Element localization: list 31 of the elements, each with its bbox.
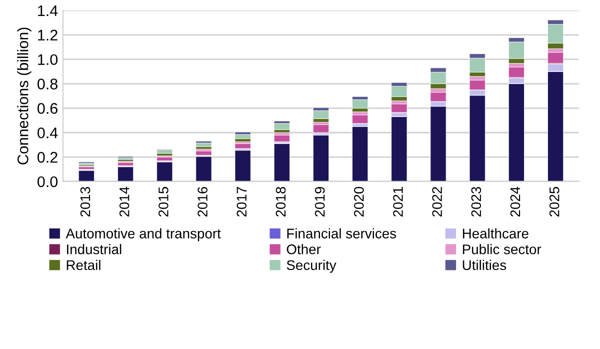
x-tick-label: 2019 xyxy=(314,186,325,217)
legend-label: Automotive and transport xyxy=(66,228,221,242)
x-tick-label: 2023 xyxy=(471,186,482,217)
y-tick-label: 1.4 xyxy=(38,5,58,16)
x-tick-label: 2016 xyxy=(198,186,208,217)
y-tick-label: 0.4 xyxy=(38,127,58,138)
legend-label: Utilities xyxy=(462,260,506,270)
x-tick-label: 2022 xyxy=(432,187,442,217)
x-tick-label: 2024 xyxy=(510,186,520,217)
legend-label: Financial services xyxy=(287,228,396,238)
legend-label: Public sector xyxy=(462,244,542,254)
legend-label: Security xyxy=(286,260,336,273)
legend-label: Healthcare xyxy=(462,228,528,238)
y-tick-label: 0.8 xyxy=(38,78,58,90)
legend-label: Retail xyxy=(66,260,100,270)
y-tick-label: 0.0 xyxy=(38,176,58,188)
x-tick-label: 2018 xyxy=(276,186,286,217)
x-tick-label: 2015 xyxy=(158,186,168,217)
x-tick-label: 2025 xyxy=(549,186,560,217)
y-axis-title: Connections (billion) xyxy=(17,28,32,164)
legend-label: Industrial xyxy=(67,244,122,254)
y-tick-label: 1.2 xyxy=(38,30,58,40)
y-tick-label: 0.6 xyxy=(38,103,58,114)
x-tick-label: 2017 xyxy=(236,187,247,217)
x-tick-label: 2014 xyxy=(119,186,130,217)
x-tick-label: 2013 xyxy=(80,186,90,217)
y-tick-label: 0.2 xyxy=(38,152,58,163)
x-tick-label: 2020 xyxy=(354,186,364,217)
legend-label: Other xyxy=(286,244,321,254)
x-tick-label: 2021 xyxy=(393,187,403,217)
y-tick-label: 1.0 xyxy=(38,54,58,66)
